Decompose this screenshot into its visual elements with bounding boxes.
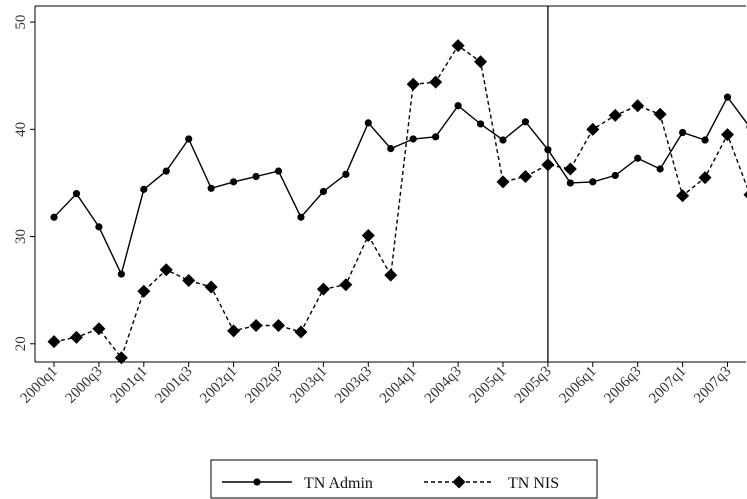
legend-swatch-marker-2 [452, 475, 466, 489]
x-tick-label: 2004q3 [422, 364, 465, 407]
series-2-marker [159, 263, 173, 277]
series-1-marker [566, 179, 574, 187]
series-1-marker [185, 135, 193, 143]
series-2-marker [676, 189, 690, 203]
x-tick-label: 2001q3 [152, 364, 195, 407]
series-1-marker [454, 102, 462, 110]
series-1-marker [95, 223, 103, 231]
series-1-marker [476, 120, 485, 128]
series-2-marker [384, 268, 398, 282]
series-1-marker [72, 190, 81, 198]
series-2-marker [586, 122, 600, 136]
x-tick-label: 2007q1 [646, 364, 689, 407]
x-tick-label: 2002q1 [197, 364, 240, 407]
series-1-marker [297, 213, 305, 221]
x-tick-label: 2001q1 [107, 364, 150, 407]
x-tick-label: 2004q1 [377, 364, 420, 407]
series-1-marker [432, 133, 440, 141]
series-line-1 [53, 95, 747, 277]
series-1-marker [409, 135, 417, 143]
series-2-marker [361, 228, 375, 242]
series-2-marker [698, 171, 712, 185]
series-2-marker [429, 75, 443, 89]
series-2-marker [339, 278, 353, 292]
series-1-marker [117, 270, 125, 278]
series-2-marker [316, 282, 330, 296]
series-1-marker [701, 136, 709, 144]
x-tick-label: 2007q3 [691, 364, 734, 407]
x-tick-label: 2005q3 [512, 364, 555, 407]
series-2-marker [204, 280, 218, 294]
plot-area [47, 6, 747, 365]
y-tick-label: 40 [13, 122, 29, 137]
x-tick-label: 2000q1 [18, 364, 61, 407]
series-1-marker [499, 136, 507, 144]
series-2-marker [227, 324, 241, 338]
series-1-marker [50, 213, 58, 221]
series-1-marker [589, 178, 597, 186]
series-2-marker [272, 319, 285, 333]
legend: TN Admin TN NIS [210, 459, 598, 499]
series-1-marker [544, 146, 552, 154]
x-tick-label: 2005q1 [467, 364, 510, 407]
legend-swatch-marker-1 [253, 478, 261, 486]
series-1-marker [319, 187, 327, 196]
legend-label-2: TN NIS [508, 475, 559, 492]
series-2-marker [474, 55, 488, 69]
series-1-marker [723, 93, 732, 101]
series-1-marker [656, 165, 664, 173]
series-2-marker [743, 191, 747, 199]
series-1-marker [364, 119, 372, 127]
x-tick-label: 2002q3 [242, 364, 285, 407]
series-1-marker [611, 171, 619, 180]
series-2-marker [69, 330, 83, 344]
y-tick-label: 30 [13, 229, 29, 244]
series-2-marker [721, 128, 734, 142]
series-1-marker [387, 145, 395, 153]
series-1-marker [252, 172, 260, 181]
series-2-marker [631, 99, 645, 113]
y-tick-label: 50 [13, 15, 29, 30]
series-2-marker [451, 39, 465, 53]
series-2-marker [294, 325, 308, 339]
series-2-marker [518, 169, 532, 183]
legend-label-1: TN Admin [304, 475, 373, 492]
series-2-marker [608, 108, 622, 122]
series-2-marker [47, 335, 61, 349]
series-1-marker [634, 154, 642, 162]
x-tick-label: 2003q1 [287, 364, 330, 407]
series-1-marker [140, 185, 148, 193]
series-1-marker [679, 128, 687, 137]
series-2-marker [496, 175, 510, 189]
series-2-marker [563, 162, 577, 176]
x-tick-label: 2003q3 [332, 364, 375, 407]
series-1-marker [521, 118, 530, 126]
series-1-marker [230, 178, 238, 186]
series-1-marker [342, 170, 350, 178]
y-tick-label: 20 [13, 336, 29, 351]
series-1-marker [207, 184, 215, 192]
x-tick-label: 2006q3 [601, 364, 644, 407]
series-1-marker [162, 167, 170, 175]
series-2-marker [92, 322, 106, 336]
x-tick-label: 2000q3 [63, 364, 106, 407]
x-tick-label: 2006q1 [556, 364, 599, 407]
series-2-marker [653, 107, 667, 121]
series-line-2 [53, 44, 747, 360]
series-1-marker [274, 167, 283, 175]
axes [30, 5, 746, 367]
series-2-marker [541, 158, 555, 172]
series-2-marker [182, 274, 196, 288]
series-2-marker [249, 319, 263, 333]
series-2-marker [406, 77, 420, 91]
series-2-marker [137, 284, 151, 298]
series-2-marker [114, 351, 128, 365]
legend-box [210, 459, 598, 499]
